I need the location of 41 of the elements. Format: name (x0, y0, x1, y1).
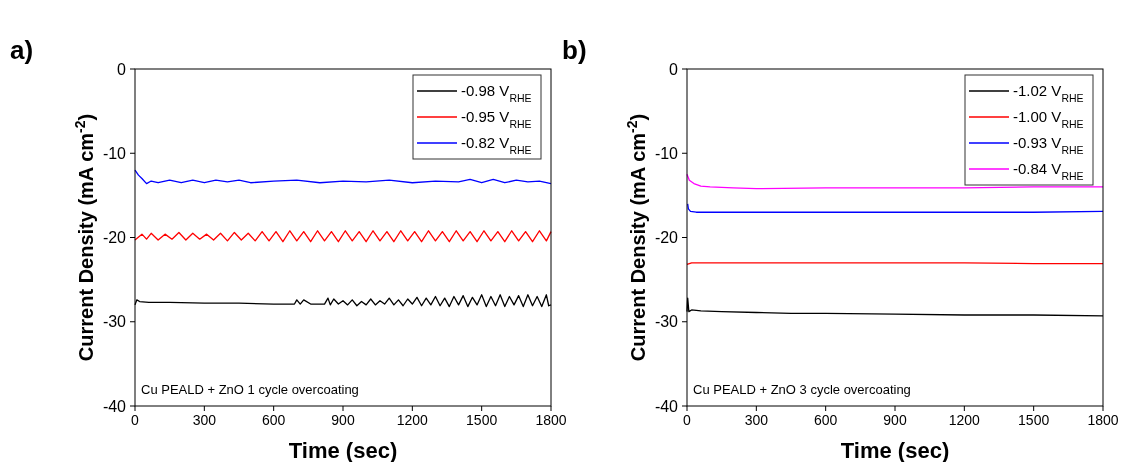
legend-label: -0.93 V$_{RHE}$ (1013, 134, 1084, 156)
x-tick-label: 1200 (948, 412, 981, 428)
y-tick-label: -10 (654, 144, 679, 162)
y-tick-label: -10 (102, 144, 127, 162)
annotation: Cu PEALD + ZnO 1 cycle overcoating (141, 382, 359, 397)
chart-title: b) (562, 35, 587, 65)
line-series (134, 230, 552, 243)
legend-label: -0.95 V$_{RHE}$ (461, 108, 532, 130)
x-tick-label: 300 (744, 412, 769, 428)
y-tick-label: -30 (102, 313, 127, 331)
y-tick-label: -20 (654, 229, 679, 247)
x-tick-label: 0 (131, 412, 140, 428)
x-axis-title: Time (sec) (840, 438, 950, 463)
line-series (134, 169, 552, 185)
x-tick-label: 1800 (535, 412, 567, 428)
y-tick-label: -30 (654, 313, 679, 331)
legend-label: -0.82 V$_{RHE}$ (461, 134, 532, 156)
annotation: Cu PEALD + ZnO 3 cycle overcoating (693, 382, 911, 397)
legend-label: -1.02 V$_{RHE}$ (1013, 82, 1084, 104)
x-tick-label: 900 (883, 412, 907, 428)
line-series (687, 203, 1104, 213)
x-tick-label: 0 (683, 412, 692, 428)
x-tick-label: 1500 (1018, 412, 1050, 428)
legend-label: -1.00 V$_{RHE}$ (1013, 108, 1084, 130)
x-tick-label: 300 (192, 412, 217, 428)
x-tick-label: 900 (331, 412, 355, 428)
y-tick-label: -20 (102, 229, 127, 247)
y-tick-label: 0 (669, 60, 679, 78)
legend-label: -0.84 V$_{RHE}$ (1013, 160, 1084, 182)
legend-label: -0.98 V$_{RHE}$ (461, 82, 532, 104)
chart-title: a) (10, 35, 34, 65)
x-axis-title: Time (sec) (288, 438, 398, 463)
y-tick-label: -40 (102, 397, 127, 415)
x-tick-label: 1200 (396, 412, 429, 428)
x-tick-label: 1800 (1087, 412, 1119, 428)
x-tick-label: 1500 (466, 412, 498, 428)
y-tick-label: -40 (654, 397, 679, 415)
x-tick-label: 600 (261, 412, 286, 428)
line-series (686, 173, 1104, 190)
y-tick-label: 0 (117, 60, 127, 78)
x-tick-label: 600 (813, 412, 838, 428)
